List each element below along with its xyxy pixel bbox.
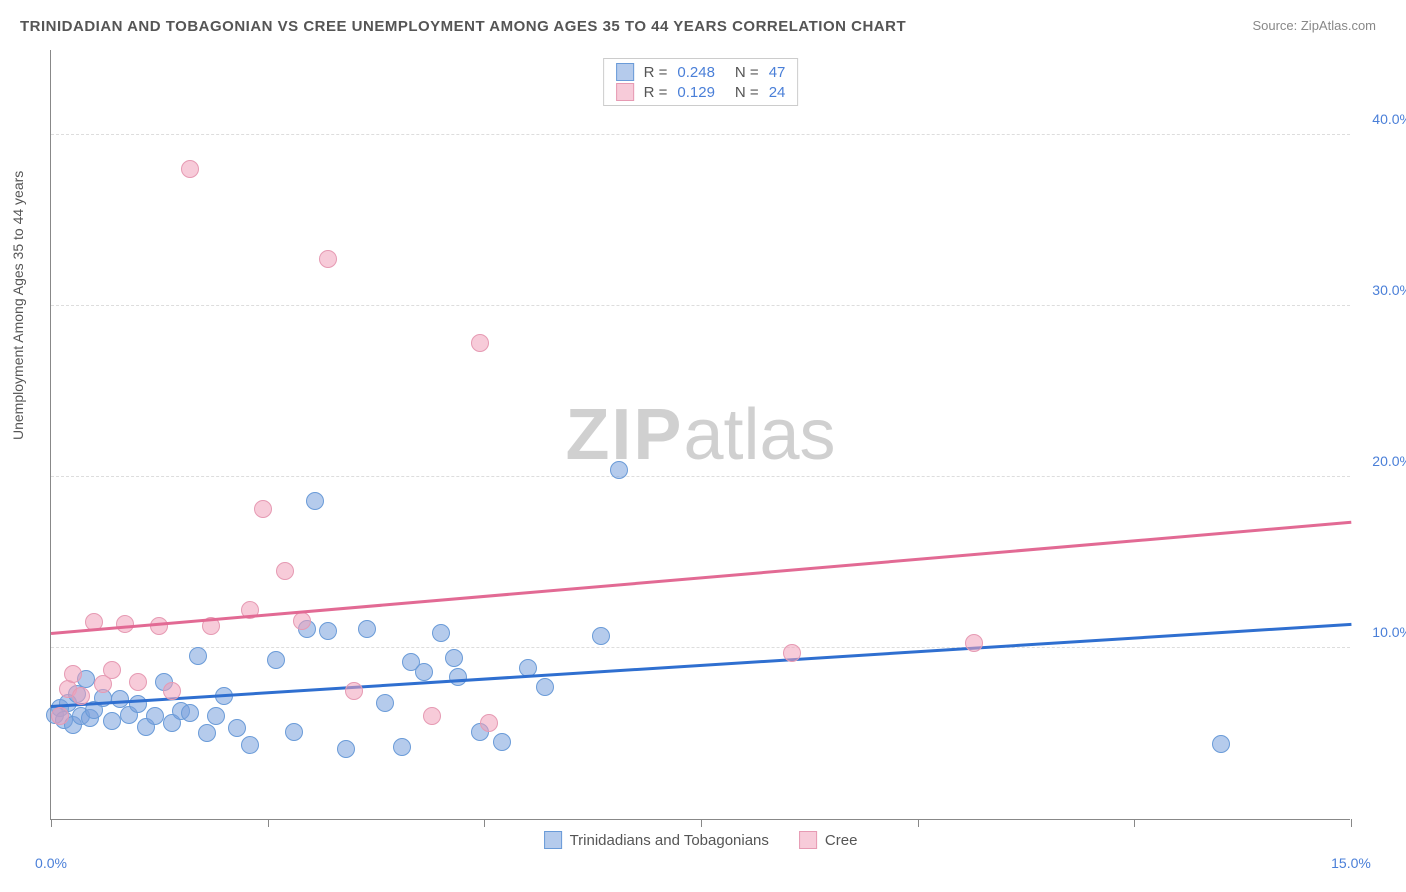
data-point [592,627,610,645]
data-point [432,624,450,642]
data-point [64,665,82,683]
x-tick [1351,819,1352,827]
source-label: Source: ZipAtlas.com [1252,18,1376,33]
trend-line [51,623,1351,708]
r-label: R = [644,84,668,101]
x-tick [268,819,269,827]
scatter-plot: ZIPatlas R = 0.248N = 47R = 0.129N = 24 … [50,50,1350,820]
gridline [51,647,1350,648]
x-tick-label: 15.0% [1331,855,1371,871]
data-point [319,622,337,640]
data-point [358,620,376,638]
data-point [146,707,164,725]
legend-swatch [616,63,634,81]
data-point [254,500,272,518]
data-point [116,615,134,633]
data-point [51,707,69,725]
data-point [423,707,441,725]
data-point [449,668,467,686]
correlation-row: R = 0.129 N = 24 [616,82,786,102]
y-axis-label: Unemployment Among Ages 35 to 44 years [10,171,26,440]
data-point [72,687,90,705]
data-point [267,651,285,669]
data-point [181,704,199,722]
y-tick-label: 10.0% [1372,624,1406,640]
data-point [306,492,324,510]
x-tick [51,819,52,827]
x-tick-label: 0.0% [35,855,67,871]
legend-swatch [616,83,634,101]
data-point [103,712,121,730]
correlation-row: R = 0.248 N = 47 [616,62,786,82]
data-point [1212,735,1230,753]
r-label: R = [644,64,668,81]
data-point [228,719,246,737]
x-tick [701,819,702,827]
n-label: N = [735,84,759,101]
data-point [337,740,355,758]
data-point [345,682,363,700]
data-point [207,707,225,725]
correlation-legend: R = 0.248 N = 47 R = 0.129 N = 24 [603,58,799,106]
data-point [471,334,489,352]
chart-title: TRINIDADIAN AND TOBAGONIAN VS CREE UNEMP… [20,18,906,35]
watermark: ZIPatlas [565,394,835,476]
data-point [610,461,628,479]
data-point [189,647,207,665]
data-point [198,724,216,742]
y-tick-label: 30.0% [1372,282,1406,298]
data-point [129,695,147,713]
data-point [129,673,147,691]
x-tick [484,819,485,827]
gridline [51,134,1350,135]
data-point [965,634,983,652]
gridline [51,476,1350,477]
data-point [181,160,199,178]
x-tick [918,819,919,827]
trend-line [51,520,1351,634]
data-point [536,678,554,696]
data-point [393,738,411,756]
y-tick-label: 20.0% [1372,453,1406,469]
legend-item: Cree [799,831,858,849]
x-tick [1134,819,1135,827]
data-point [285,723,303,741]
data-point [415,663,433,681]
legend-swatch [544,831,562,849]
y-tick-label: 40.0% [1372,111,1406,127]
n-value: 47 [769,64,786,81]
data-point [445,649,463,667]
data-point [319,250,337,268]
n-label: N = [735,64,759,81]
watermark-atlas: atlas [683,395,835,475]
data-point [293,612,311,630]
data-point [493,733,511,751]
legend-item: Trinidadians and Tobagonians [544,831,769,849]
data-point [276,562,294,580]
series-legend: Trinidadians and Tobagonians Cree [544,831,858,849]
data-point [480,714,498,732]
n-value: 24 [769,84,786,101]
legend-label: Trinidadians and Tobagonians [570,832,769,849]
data-point [241,736,259,754]
data-point [103,661,121,679]
data-point [783,644,801,662]
data-point [376,694,394,712]
legend-swatch [799,831,817,849]
data-point [163,682,181,700]
gridline [51,305,1350,306]
r-value: 0.248 [677,64,715,81]
r-value: 0.129 [677,84,715,101]
legend-label: Cree [825,832,858,849]
